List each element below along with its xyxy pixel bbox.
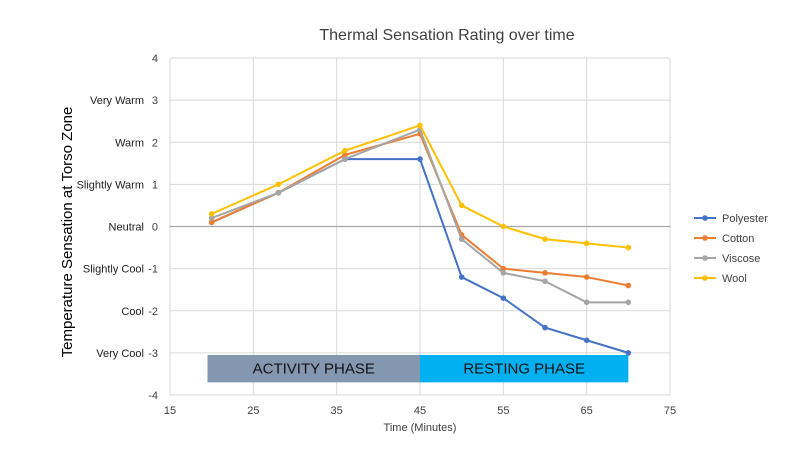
data-point-wool-1 (275, 181, 282, 188)
legend-label-polyester: Polyester (722, 213, 768, 225)
data-point-cotton-5 (500, 265, 507, 272)
legend-marker-polyester (702, 215, 708, 221)
chart-title: Thermal Sensation Rating over time (319, 27, 574, 44)
phase-label-0: ACTIVITY PHASE (253, 361, 375, 378)
y-tick-label-8: 4 (152, 53, 158, 65)
data-point-viscose-1 (275, 190, 282, 196)
data-point-viscose-4 (458, 236, 465, 242)
x-tick-label-2: 35 (331, 405, 343, 417)
x-tick-label-3: 45 (414, 405, 426, 417)
x-tick-label-1: 25 (247, 405, 259, 417)
phase-band-0 (207, 354, 420, 383)
data-point-wool-0 (208, 211, 215, 217)
legend-label-viscose: Viscose (722, 253, 760, 265)
y-category-label-4: Slightly Cool (83, 264, 144, 276)
x-tick-labels: 15 25 35 45 55 65 75 (164, 405, 676, 417)
legend-marker-cotton (702, 235, 708, 241)
phase-bands: ACTIVITY PHASE RESTING PHASE (207, 354, 629, 383)
y-category-label-2: Slightly Warm (77, 179, 144, 191)
y-category-label-5: Cool (121, 306, 144, 318)
legend-marker-wool (702, 275, 708, 281)
data-point-polyester-5 (500, 295, 507, 301)
x-tick-label-6: 75 (664, 405, 676, 417)
data-point-wool-4 (458, 202, 465, 209)
x-tick-label-4: 55 (497, 405, 509, 417)
y-category-label-0: Very Warm (90, 95, 144, 107)
data-point-polyester-8 (625, 350, 632, 356)
phase-band-1 (420, 354, 629, 383)
data-point-viscose-2 (342, 156, 348, 162)
y-category-labels: Very Warm Warm Slightly Warm Neutral Slightl… (77, 95, 144, 360)
data-point-wool-3 (417, 122, 423, 129)
y-axis-label: Temperature Sensation at Torso Zone (59, 107, 76, 358)
x-axis-label: Time (Minutes) (384, 422, 457, 434)
y-tick-label-4: 0 (152, 222, 158, 234)
data-point-cotton-2 (342, 152, 348, 158)
y-tick-label-3: -1 (148, 264, 158, 276)
y-category-label-1: Warm (115, 137, 144, 149)
data-point-polyester-4 (458, 274, 465, 280)
grid (169, 57, 671, 396)
y-tick-label-0: -4 (148, 390, 158, 402)
data-point-polyester-6 (542, 324, 548, 331)
y-tick-label-7: 3 (152, 95, 158, 107)
x-tick-label-5: 65 (581, 405, 593, 417)
legend: Polyester Cotton Viscose Wool (694, 213, 768, 285)
x-tick-label-0: 15 (164, 405, 176, 417)
y-tick-label-5: 1 (152, 179, 158, 191)
y-tick-label-6: 2 (152, 137, 158, 149)
legend-label-wool: Wool (722, 273, 747, 285)
data-point-viscose-7 (583, 299, 590, 306)
data-point-wool-8 (625, 244, 632, 251)
y-tick-label-2: -2 (148, 306, 158, 318)
data-point-viscose-5 (500, 270, 507, 276)
data-point-wool-6 (542, 236, 548, 242)
legend-marker-viscose (702, 255, 708, 261)
data-point-cotton-8 (625, 282, 632, 289)
y-category-label-3: Neutral (109, 222, 144, 234)
series-lines (208, 122, 632, 356)
data-point-wool-5 (500, 223, 507, 230)
y-tick-labels: -4 -3 -2 -1 0 1 2 3 4 (148, 53, 158, 402)
data-point-viscose-6 (542, 278, 548, 285)
data-point-viscose-0 (208, 215, 215, 221)
data-point-cotton-6 (542, 270, 548, 276)
data-point-wool-2 (342, 147, 348, 154)
legend-label-cotton: Cotton (722, 233, 754, 245)
data-point-polyester-3 (417, 156, 423, 162)
data-point-polyester-7 (583, 337, 590, 344)
data-point-cotton-7 (583, 274, 590, 280)
data-point-wool-7 (583, 240, 590, 247)
data-point-viscose-8 (625, 299, 632, 306)
phase-label-1: RESTING PHASE (463, 361, 585, 378)
y-tick-label-1: -3 (148, 348, 158, 360)
y-category-label-6: Very Cool (96, 348, 144, 360)
data-point-cotton-0 (208, 219, 215, 226)
